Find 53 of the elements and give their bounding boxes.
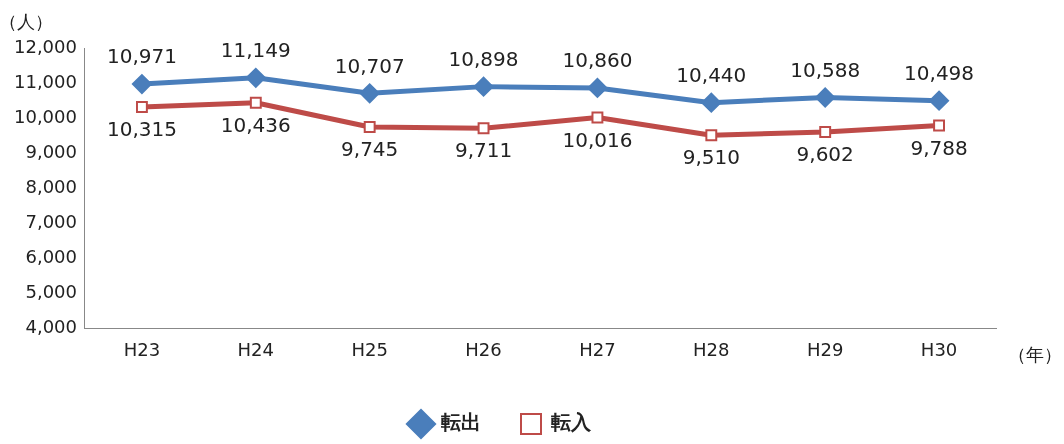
- y-tick-label: 4,000: [25, 316, 77, 338]
- point: [591, 111, 604, 124]
- point: [249, 96, 262, 109]
- x-tick-label: H25: [351, 338, 388, 360]
- x-tick-label: H29: [806, 338, 844, 360]
- y-tick-label: 8,000: [25, 175, 77, 197]
- y-tick-label: 5,000: [25, 281, 77, 303]
- data-label: 10,498: [904, 60, 975, 85]
- x-tick-label: H30: [920, 338, 958, 360]
- y-tick-label: 7,000: [25, 210, 77, 232]
- point: [929, 90, 950, 111]
- x-axis-title: （年）: [1008, 343, 1062, 365]
- point: [701, 92, 722, 113]
- data-label: 10,971: [106, 44, 177, 69]
- point: [131, 74, 152, 95]
- data-label: 11,149: [220, 38, 291, 63]
- x-tick-label: H27: [579, 338, 616, 360]
- point: [587, 77, 608, 98]
- data-label: 9,602: [796, 142, 854, 167]
- data-label: 10,588: [790, 57, 861, 82]
- y-tick-label: 12,000: [14, 35, 77, 57]
- point: [815, 87, 836, 108]
- y-tick-label: 11,000: [14, 70, 77, 92]
- y-tick-label: 9,000: [25, 140, 77, 162]
- x-tick-label: H23: [123, 338, 161, 360]
- data-label: 9,711: [454, 138, 513, 163]
- point: [245, 67, 266, 88]
- y-tick-label: 6,000: [25, 245, 77, 267]
- point: [363, 121, 376, 133]
- data-label: 9,745: [341, 137, 399, 162]
- x-tick-label: H28: [693, 338, 730, 360]
- point: [359, 83, 380, 104]
- data-label: 9,510: [682, 145, 740, 170]
- y-axis-title: （人）: [0, 10, 53, 32]
- point: [473, 76, 494, 97]
- point: [477, 122, 490, 135]
- data-label: 10,860: [562, 48, 633, 73]
- y-tick-label: 10,000: [14, 105, 77, 127]
- point: [933, 119, 946, 132]
- legend-label: 転出: [441, 410, 481, 435]
- data-label: 10,315: [106, 117, 177, 142]
- data-label: 10,016: [562, 127, 633, 152]
- x-tick-label: H26: [465, 338, 502, 360]
- point: [705, 129, 718, 142]
- data-label: 10,898: [448, 46, 519, 71]
- data-label: 9,788: [910, 135, 968, 160]
- data-label: 10,707: [334, 53, 405, 78]
- point: [819, 126, 832, 138]
- data-label: 10,440: [676, 62, 747, 87]
- data-label: 10,436: [220, 113, 291, 138]
- x-tick-label: H24: [237, 338, 275, 360]
- legend-label: 転入: [551, 410, 592, 435]
- point: [135, 101, 148, 114]
